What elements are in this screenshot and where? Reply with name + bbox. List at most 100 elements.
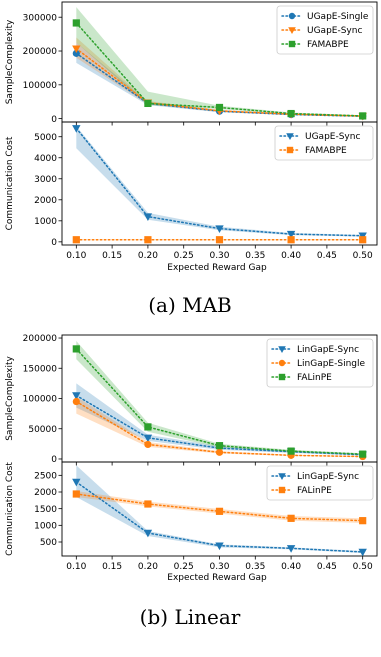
legend-box bbox=[276, 5, 374, 55]
data-point bbox=[359, 450, 367, 458]
data-point bbox=[72, 392, 81, 400]
data-point bbox=[287, 236, 295, 244]
data-point bbox=[215, 442, 224, 450]
data-point bbox=[359, 517, 367, 525]
data-point bbox=[72, 490, 80, 498]
y-axis-label: Communication Cost bbox=[5, 136, 15, 230]
data-point bbox=[287, 514, 295, 522]
y-tick-label: 3000 bbox=[34, 175, 57, 185]
legend-label: LinGapE-Single bbox=[297, 359, 365, 369]
legend-marker bbox=[286, 133, 294, 140]
data-point bbox=[286, 230, 296, 239]
x-tick-label: 0.35 bbox=[245, 562, 265, 572]
legend-marker bbox=[288, 40, 296, 48]
legend-marker bbox=[286, 146, 294, 154]
data-point bbox=[215, 236, 224, 244]
data-point bbox=[72, 49, 80, 57]
y-tick-label: 200000 bbox=[23, 334, 58, 344]
x-tick-label: 0.20 bbox=[138, 251, 158, 261]
y-tick-label: 0 bbox=[51, 115, 57, 125]
legend-label: LinGapE-Sync bbox=[297, 345, 359, 355]
data-point bbox=[72, 478, 81, 487]
data-point bbox=[287, 447, 295, 455]
mab-x-axis-label: Expected Reward Gap bbox=[167, 263, 267, 273]
y-tick-label: 2500 bbox=[34, 472, 57, 482]
x-tick-label: 0.15 bbox=[102, 562, 122, 572]
x-tick-label: 0.40 bbox=[281, 562, 301, 572]
y-tick-label: 300000 bbox=[23, 13, 58, 23]
y-tick-label: 2000 bbox=[34, 488, 57, 498]
legend-label: UGapE-Sync bbox=[307, 26, 362, 36]
legend-label: FALinPE bbox=[297, 373, 332, 383]
y-tick-label: 0 bbox=[51, 238, 57, 248]
legend-marker bbox=[278, 473, 286, 480]
x-tick-label: 0.50 bbox=[353, 251, 373, 261]
linear-x-axis-label: Expected Reward Gap bbox=[167, 573, 267, 583]
x-tick-label: 0.10 bbox=[66, 251, 86, 261]
x-tick-label: 0.25 bbox=[174, 251, 194, 261]
legend-box bbox=[266, 338, 374, 388]
data-point bbox=[143, 213, 153, 222]
legend-box bbox=[274, 125, 374, 161]
x-tick-label: 0.25 bbox=[174, 562, 194, 572]
x-tick-label: 0.40 bbox=[281, 251, 301, 261]
mab-communication-cost-chart: 0 1000 2000 3000 4000 5000 0.10 0.15 0.20 0.25 0.3… bbox=[5, 121, 378, 261]
y-tick-label: 0 bbox=[51, 455, 57, 465]
legend-label: FAMABPE bbox=[307, 40, 349, 50]
x-tick-label: 0.10 bbox=[66, 562, 86, 572]
data-point bbox=[144, 236, 152, 244]
y-tick-label: 1000 bbox=[34, 522, 57, 532]
confidence-band bbox=[76, 491, 363, 523]
y-tick-label: 1000 bbox=[34, 217, 57, 227]
data-point bbox=[72, 19, 80, 27]
legend-marker bbox=[278, 486, 286, 494]
y-tick-label: 50000 bbox=[28, 425, 57, 435]
legend-marker bbox=[278, 346, 286, 353]
y-axis-label: SampleComplexity bbox=[5, 356, 15, 441]
data-point bbox=[359, 112, 367, 120]
legend-label: UGapE-Single bbox=[307, 12, 369, 22]
legend-box bbox=[266, 465, 374, 501]
legend-marker bbox=[278, 359, 286, 367]
x-tick-label: 0.30 bbox=[209, 562, 229, 572]
y-tick-label: 500 bbox=[40, 538, 57, 548]
data-point bbox=[143, 529, 153, 538]
legend-label: FALinPE bbox=[297, 486, 332, 496]
data-point bbox=[215, 542, 224, 551]
data-point bbox=[72, 345, 80, 353]
data-point bbox=[286, 545, 296, 553]
y-tick-label: 100000 bbox=[23, 395, 58, 405]
legend-label: LinGapE-Sync bbox=[297, 472, 359, 482]
data-point bbox=[72, 236, 80, 244]
y-axis-label: SampleComplexity bbox=[5, 19, 15, 104]
y-tick-label: 5000 bbox=[34, 133, 57, 143]
linear-communication-cost-chart: 500 1000 1500 2000 2500 0.10 0.15 0.20 0.25 0.30 0… bbox=[5, 461, 378, 572]
legend-marker bbox=[288, 27, 296, 34]
data-point bbox=[143, 434, 153, 443]
x-tick-label: 0.20 bbox=[138, 562, 158, 572]
x-tick-label: 0.45 bbox=[317, 251, 337, 261]
y-tick-label: 4000 bbox=[34, 154, 57, 164]
data-point bbox=[287, 109, 295, 118]
data-point bbox=[215, 448, 224, 456]
data-point bbox=[215, 103, 224, 112]
mab-sample-complexity-chart: 0 100000 200000 300000 SampleComplexity UGapE… bbox=[5, 1, 378, 126]
caption-mab: (a) MAB bbox=[148, 293, 232, 317]
y-axis-label: Communication Cost bbox=[5, 462, 15, 556]
data-point bbox=[215, 507, 224, 515]
data-point bbox=[359, 236, 367, 244]
legend-marker bbox=[278, 373, 286, 381]
y-tick-label: 2000 bbox=[34, 196, 57, 206]
x-tick-label: 0.45 bbox=[317, 562, 337, 572]
linear-sample-complexity-chart: 0 50000 100000 150000 200000 SampleComplexity… bbox=[5, 334, 378, 466]
data-point bbox=[144, 423, 152, 431]
x-tick-label: 0.30 bbox=[209, 251, 229, 261]
x-tick-label: 0.50 bbox=[353, 562, 373, 572]
data-point bbox=[144, 440, 152, 449]
y-tick-label: 150000 bbox=[23, 364, 58, 374]
data-point bbox=[72, 397, 80, 406]
y-tick-label: 1500 bbox=[34, 505, 57, 515]
legend-label: UGapE-Sync bbox=[305, 132, 360, 142]
x-tick-label: 0.15 bbox=[102, 251, 122, 261]
